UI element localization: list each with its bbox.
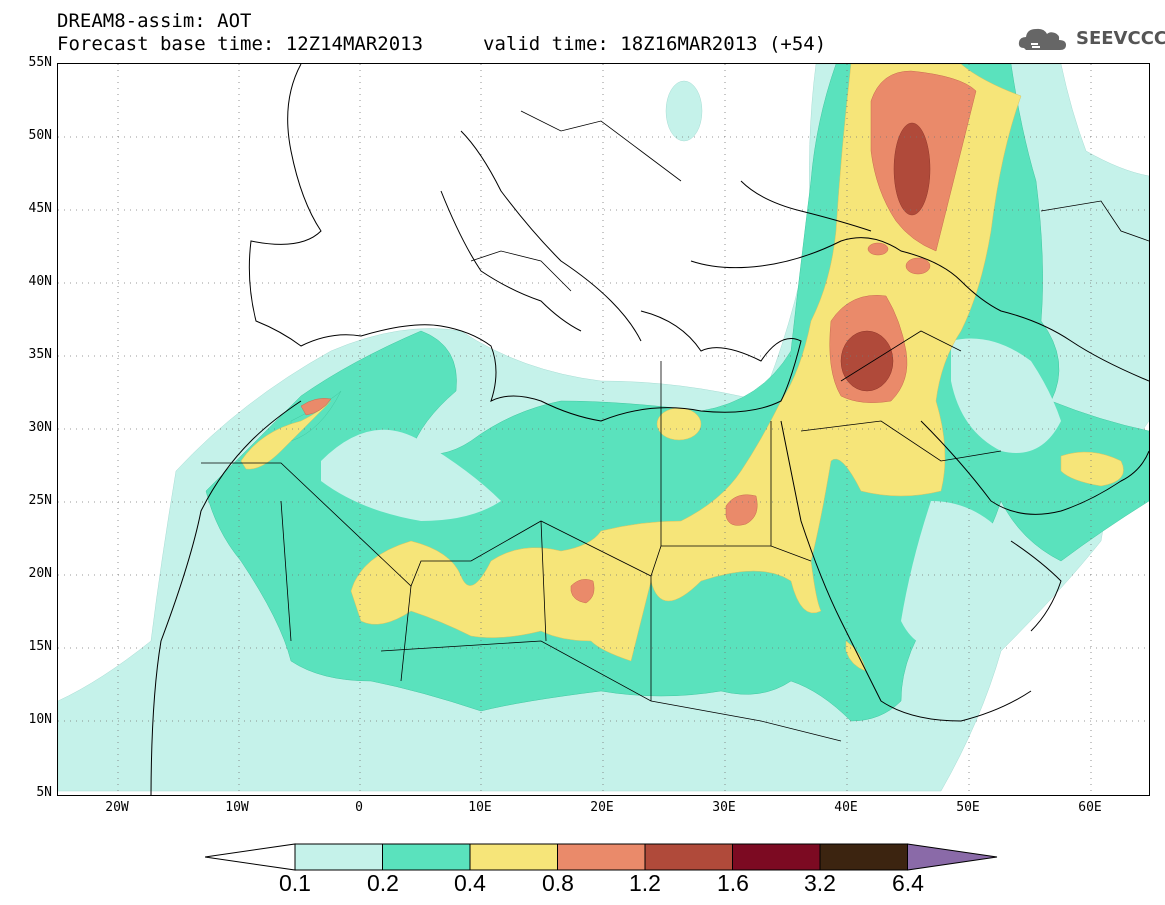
lon-label: 20W	[105, 800, 129, 815]
legend-bin	[469, 843, 558, 871]
map-title: DREAM8-assim: AOT	[57, 10, 252, 32]
legend-over-arrow	[907, 843, 998, 871]
aot-level-1.2	[840, 122, 931, 392]
lon-label: 10E	[468, 800, 492, 815]
legend-bin	[382, 843, 471, 871]
lat-label: 45N	[28, 201, 52, 216]
legend-label: 0.8	[542, 870, 574, 896]
forecast-base-time: Forecast base time: 12Z14MAR2013	[57, 33, 424, 55]
aot-level-0.1-holes	[321, 338, 1061, 761]
aot-level-0.4	[240, 64, 1124, 672]
legend-label: 6.4	[892, 870, 924, 896]
lat-label: 40N	[28, 274, 52, 289]
lat-label: 55N	[28, 55, 52, 70]
aot-map	[57, 63, 1150, 796]
legend-label: 1.2	[629, 870, 661, 896]
lat-label: 25N	[28, 493, 52, 508]
legend-bin	[294, 843, 383, 871]
lat-label: 5N	[36, 785, 52, 800]
legend-label: 1.6	[717, 870, 749, 896]
lon-label: 10W	[225, 800, 249, 815]
lat-label: 35N	[28, 347, 52, 362]
legend-bin	[557, 843, 646, 871]
country-borders	[201, 110, 1149, 742]
map-canvas	[58, 64, 1149, 795]
legend-bin	[644, 843, 733, 871]
logo-text: SEEVCCC	[1076, 28, 1165, 49]
lat-label: 15N	[28, 639, 52, 654]
lon-label: 0	[355, 800, 363, 815]
lat-label: 50N	[28, 128, 52, 143]
legend-label: 3.2	[804, 870, 836, 896]
lat-label: 10N	[28, 712, 52, 727]
lon-label: 30E	[712, 800, 736, 815]
lon-label: 50E	[956, 800, 980, 815]
lon-label: 40E	[834, 800, 858, 815]
valid-time: valid time: 18Z16MAR2013 (+54)	[483, 33, 827, 55]
legend-under-arrow	[205, 843, 296, 871]
legend-label: 0.1	[279, 870, 311, 896]
lat-label: 30N	[28, 420, 52, 435]
cloud-icon	[1018, 28, 1066, 50]
lon-label: 60E	[1078, 800, 1102, 815]
legend-label: 0.4	[454, 870, 486, 896]
color-legend	[205, 843, 998, 871]
seevccc-logo: SEEVCCC	[1018, 24, 1165, 54]
legend-bin	[819, 843, 908, 871]
legend-label: 0.2	[367, 870, 399, 896]
lon-label: 20E	[590, 800, 614, 815]
lat-label: 20N	[28, 566, 52, 581]
coastlines	[150, 64, 1149, 795]
legend-bin	[732, 843, 821, 871]
